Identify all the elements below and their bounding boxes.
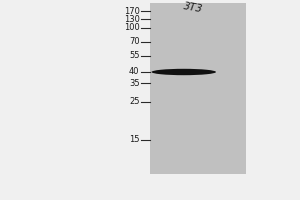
Text: 70: 70 bbox=[129, 38, 140, 46]
Text: 3T3: 3T3 bbox=[183, 2, 204, 15]
Text: 130: 130 bbox=[124, 15, 140, 23]
Text: 100: 100 bbox=[124, 23, 140, 32]
Ellipse shape bbox=[152, 69, 216, 75]
Text: 40: 40 bbox=[129, 68, 140, 76]
Bar bbox=[150, 3, 246, 174]
Text: 170: 170 bbox=[124, 6, 140, 16]
Text: 25: 25 bbox=[129, 98, 140, 106]
Text: 55: 55 bbox=[129, 51, 140, 60]
Text: 15: 15 bbox=[129, 136, 140, 144]
Text: 35: 35 bbox=[129, 78, 140, 88]
